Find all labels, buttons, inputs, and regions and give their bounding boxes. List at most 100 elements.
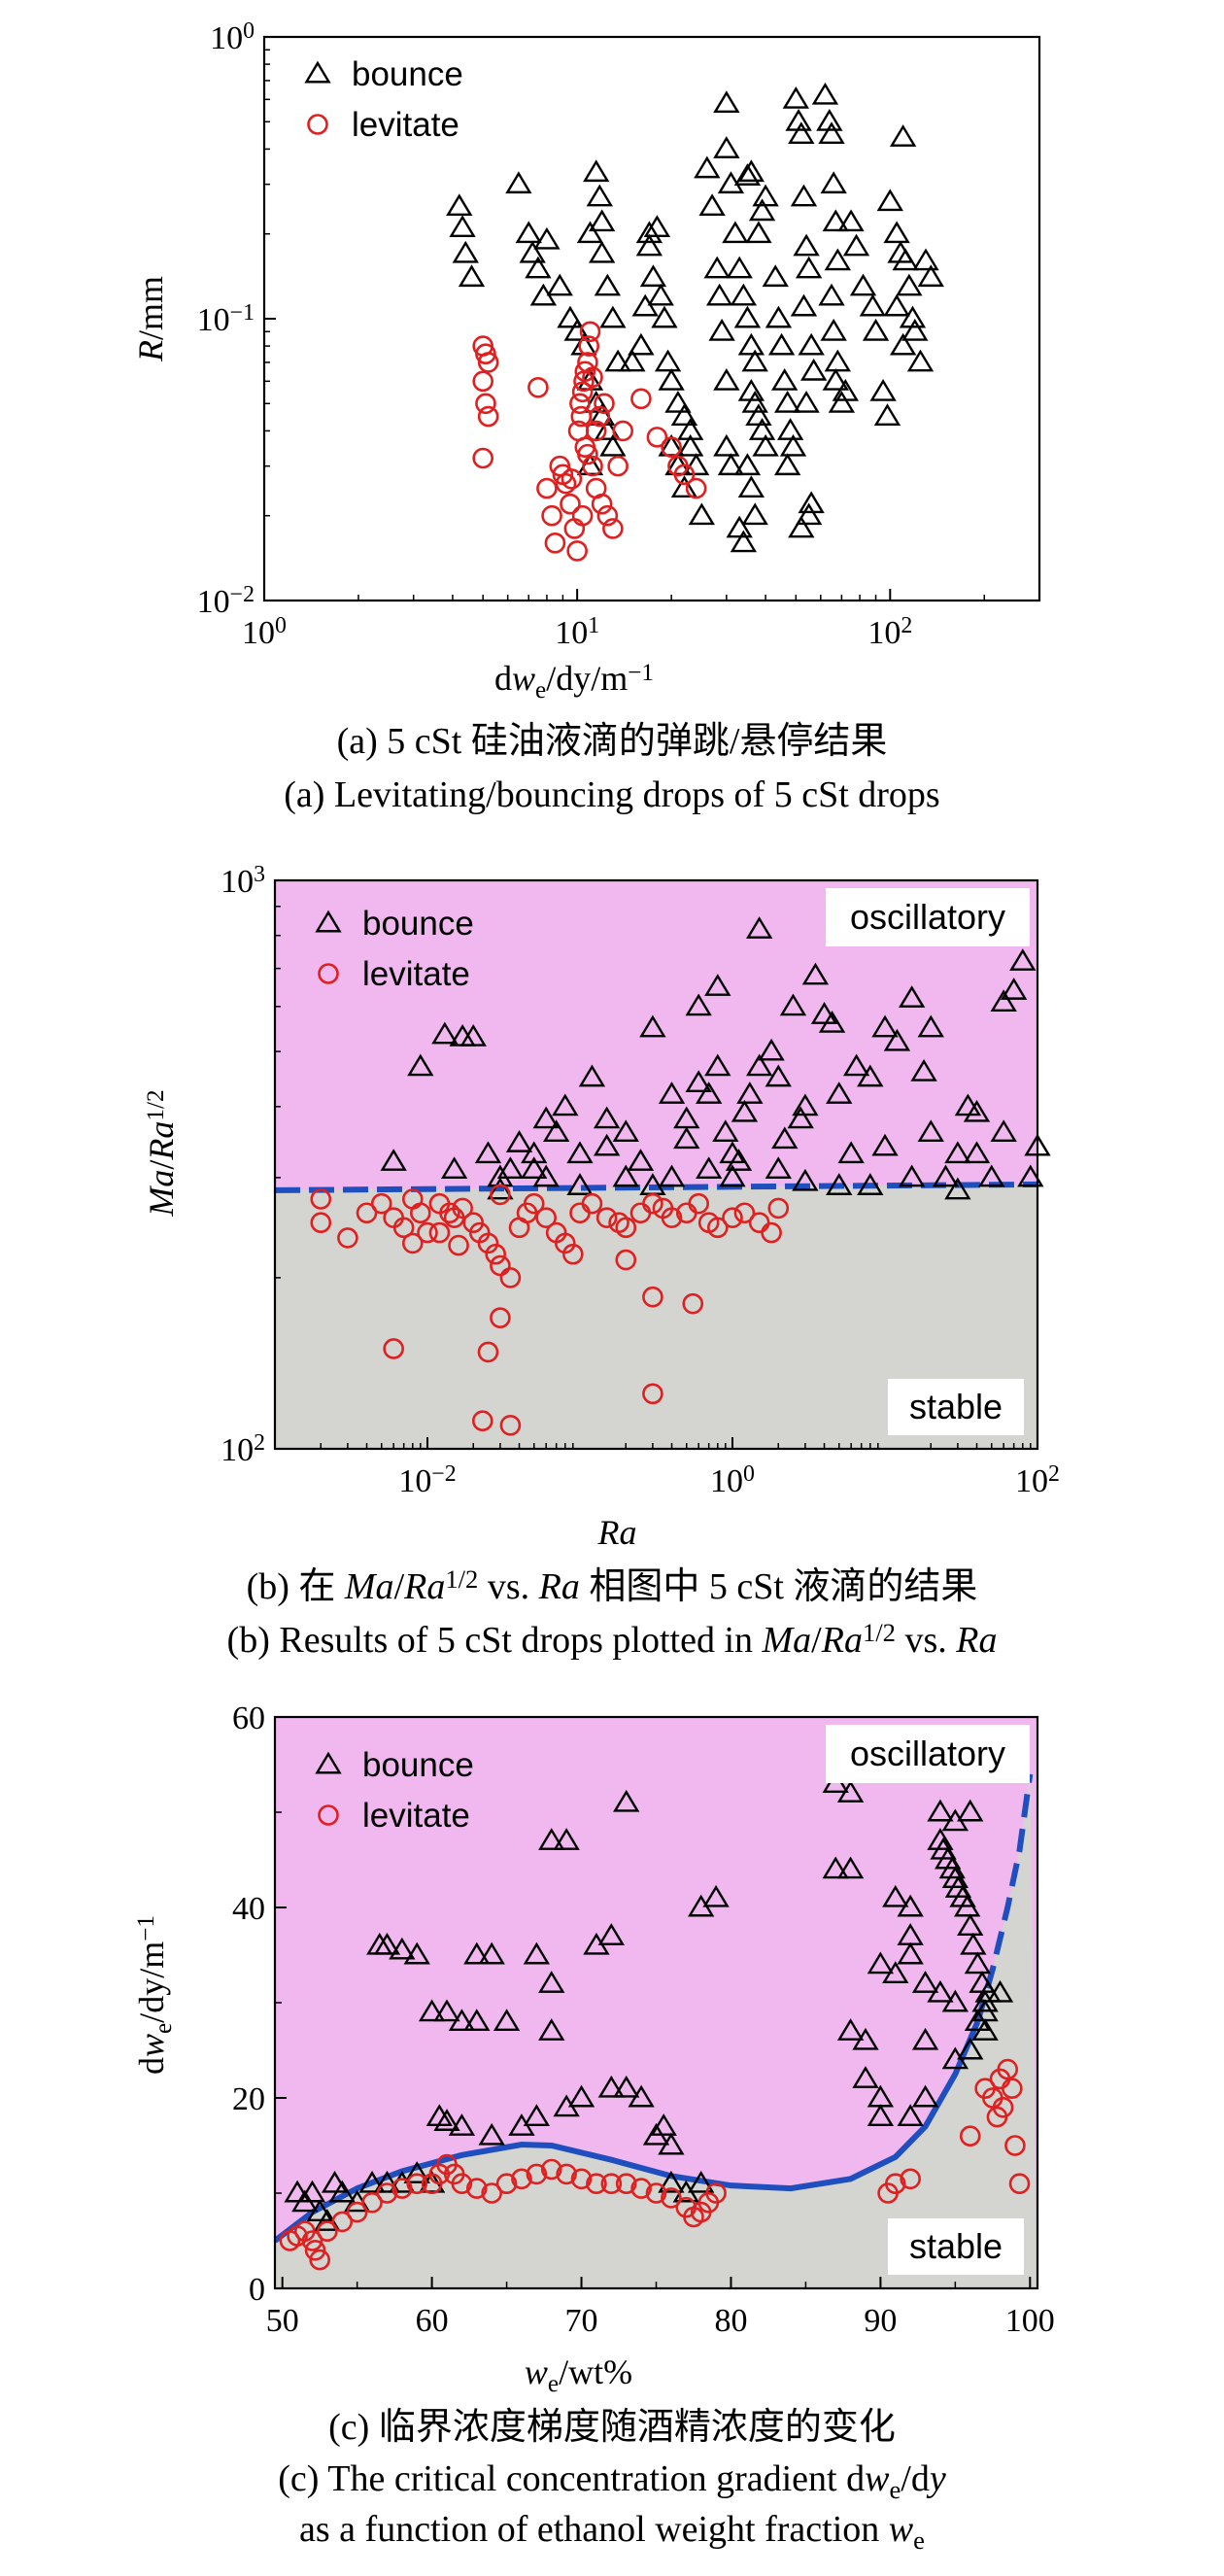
bounce-point: [651, 305, 678, 328]
levitate-point: [376, 2182, 398, 2204]
bounce-point: [463, 2009, 491, 2032]
bounce-point: [810, 1002, 838, 1024]
levitate-point: [465, 2178, 488, 2199]
x-tick-label: 100: [710, 1461, 755, 1499]
levitate-point: [428, 1221, 451, 1244]
bounce-point: [664, 390, 692, 413]
bounce-point: [627, 1149, 655, 1171]
levitate-point: [570, 2168, 593, 2190]
levitate-point: [722, 1207, 743, 1228]
bounce-point: [519, 240, 546, 263]
bounce-point: [752, 433, 779, 457]
legend-bounce-label: bounce: [362, 905, 474, 943]
bounce-point: [712, 1119, 739, 1143]
bounce-point: [767, 332, 796, 356]
bounce-point: [837, 1141, 865, 1164]
bounce-point: [818, 283, 845, 306]
bounce-point: [869, 378, 897, 401]
bounce-point: [733, 305, 762, 328]
bounce-point: [631, 293, 659, 317]
bounce-point: [523, 1941, 551, 1965]
bounce-point: [748, 418, 776, 440]
levitate-point: [577, 443, 598, 465]
bounce-point: [389, 1937, 416, 1960]
bounce-point: [578, 1064, 606, 1087]
bounce-point: [593, 1133, 621, 1156]
levitate-point: [582, 366, 603, 389]
caption-cn: (a) 5 cSt 硅油液滴的弹跳/悬停结果: [337, 721, 888, 762]
x-tick-label: 102: [1015, 1461, 1060, 1499]
bounce-point: [650, 2113, 677, 2136]
x-tick-label: 10−2: [398, 1461, 456, 1499]
levitate-point: [645, 2182, 667, 2204]
bounce-point: [722, 221, 749, 244]
bounce-point: [658, 2132, 685, 2155]
levitate-point: [304, 2240, 326, 2261]
bounce-point: [911, 2027, 939, 2050]
bounce-point: [613, 2075, 640, 2098]
levitate-point: [301, 2230, 323, 2251]
bounce-point: [673, 1126, 700, 1150]
levitate-point: [392, 1217, 415, 1239]
bounce-point: [765, 305, 793, 328]
y-tick-label: 20: [232, 2081, 265, 2117]
x-tick-label: 100: [242, 613, 287, 651]
levitate-point: [579, 321, 601, 343]
bounce-point: [407, 1053, 434, 1077]
bounce-point: [557, 305, 584, 328]
stable-region: [275, 1773, 1037, 2288]
levitate-point: [642, 1286, 663, 1308]
bounce-point: [795, 256, 823, 279]
bounce-point: [576, 221, 604, 244]
bounce-point: [696, 1156, 723, 1180]
legend-levitate-marker: [318, 1804, 339, 1826]
axis-ticks: 50 60 70 80 90 100 0 20 40 60: [232, 1700, 1055, 2339]
bounce-point: [670, 475, 698, 498]
bounce-point: [790, 293, 818, 317]
bounce-point: [493, 2009, 521, 2032]
y-tick-label: 60: [232, 1700, 265, 1736]
bounce-point: [298, 2180, 326, 2203]
bounce-point: [741, 349, 768, 372]
y-axis-label: Ma/Ra1/2: [142, 1089, 181, 1217]
bounce-point: [418, 1999, 446, 2022]
bounce-point: [612, 1164, 639, 1187]
bounce-point: [857, 1173, 884, 1195]
bounce-point: [938, 1856, 966, 1879]
levitate-point: [705, 2182, 727, 2204]
bounce-point: [957, 1913, 984, 1937]
levitate-point: [475, 393, 496, 415]
bounce-point: [635, 233, 663, 257]
bounce-point: [639, 264, 667, 288]
x-tick-label: 100: [1005, 2303, 1055, 2339]
levitate-point: [499, 1414, 522, 1436]
bounce-point: [963, 1141, 991, 1164]
levitate-point: [589, 405, 611, 428]
y-tick-label: 10−2: [197, 582, 255, 620]
bounce-point: [911, 1971, 939, 1993]
bounce-point: [941, 1866, 969, 1889]
bounce-point: [586, 184, 613, 207]
bounce-point: [917, 1119, 944, 1143]
levitate-point: [673, 464, 696, 486]
bounce-point: [433, 2109, 460, 2131]
levitate-point: [310, 1212, 332, 1234]
caption-en: (b) Results of 5 cSt drops plotted in Ma…: [227, 1618, 998, 1661]
bounce-point: [446, 193, 473, 217]
bounce-point: [824, 349, 852, 372]
bounce-point: [713, 90, 740, 114]
bounce-point: [917, 1014, 944, 1038]
levitate-point: [630, 388, 652, 410]
levitate-point: [661, 1207, 683, 1228]
bounce-point: [403, 2161, 430, 2183]
bounce-point: [953, 1894, 981, 1917]
bounce-point: [677, 433, 704, 457]
bounce-point: [448, 2009, 476, 2032]
bounce-point: [538, 1828, 565, 1850]
bounce-point: [990, 1119, 1017, 1143]
bounce-point: [871, 1014, 899, 1038]
x-tick-label: 60: [416, 2303, 449, 2339]
levitate-point: [615, 1217, 637, 1239]
bounce-point: [713, 368, 740, 391]
data-points: [310, 916, 1051, 1436]
